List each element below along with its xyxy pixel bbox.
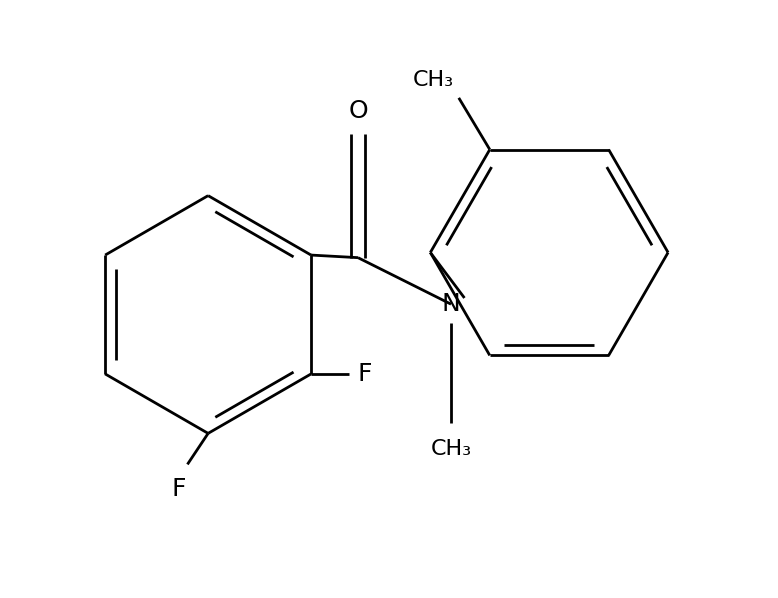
Text: CH₃: CH₃ (430, 438, 471, 459)
Text: N: N (442, 292, 461, 316)
Text: CH₃: CH₃ (412, 69, 454, 90)
Text: O: O (349, 99, 368, 123)
Text: F: F (358, 362, 372, 386)
Text: F: F (172, 477, 187, 501)
